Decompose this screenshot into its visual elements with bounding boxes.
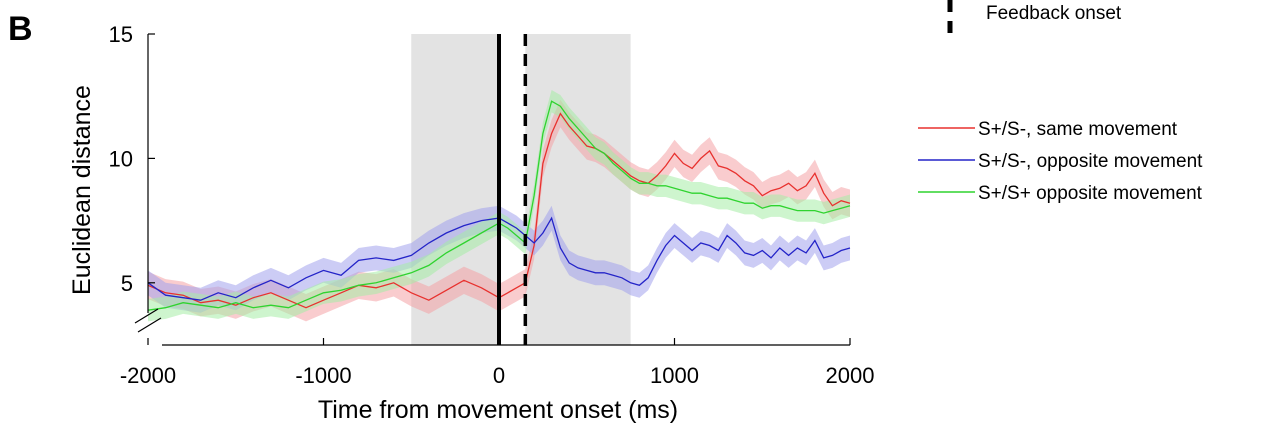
- axis-break-mark-1: [134, 308, 159, 324]
- legend-feedback-label: Feedback onset: [986, 3, 1122, 24]
- x-tick-label: -2000: [120, 363, 176, 388]
- series-lines: [147, 100, 851, 311]
- x-tick-label: -1000: [295, 363, 351, 388]
- shaded-window-1: [525, 34, 631, 345]
- onset-markers: [497, 34, 528, 345]
- x-tick-label: 2000: [826, 363, 875, 388]
- x-tick-label: 1000: [650, 363, 699, 388]
- series-band-1: [148, 205, 850, 313]
- legend-label-2: S+/S+ opposite movement: [978, 183, 1203, 204]
- y-axis-title: Euclidean distance: [68, 85, 96, 295]
- axes: 5 10 15 -2000 -1000 0 1000 2000: [109, 22, 875, 388]
- series-line-0: [147, 112, 851, 309]
- legend: Feedback onset S+/S-, same movement S+/S-…: [918, 0, 1203, 204]
- y-tick-label: 5: [121, 271, 133, 296]
- series-band-0: [148, 99, 850, 322]
- series-line-1: [147, 216, 851, 301]
- y-tick-label: 15: [109, 22, 133, 47]
- panel-label: B: [8, 10, 33, 48]
- y-tick-label: 10: [109, 146, 133, 171]
- series-band-2: [148, 90, 850, 322]
- confidence-bands: [148, 90, 850, 322]
- x-axis-title: Time from movement onset (ms): [318, 396, 678, 424]
- series-line-2: [147, 100, 851, 311]
- x-tick-label: 0: [493, 363, 505, 388]
- axis-break-mark-2: [137, 317, 162, 333]
- legend-label-1: S+/S-, opposite movement: [978, 151, 1203, 172]
- legend-label-0: S+/S-, same movement: [978, 119, 1178, 140]
